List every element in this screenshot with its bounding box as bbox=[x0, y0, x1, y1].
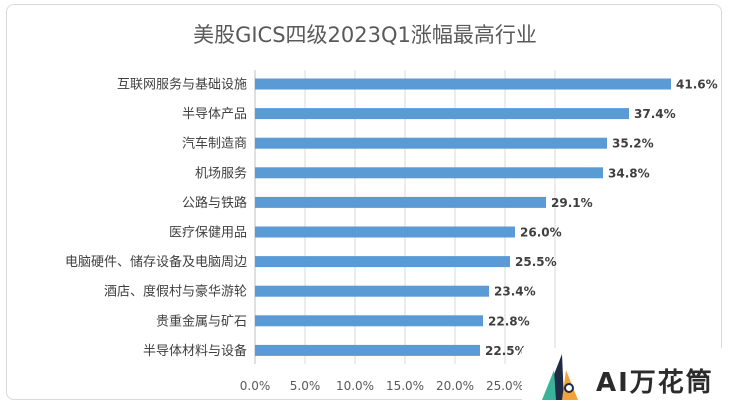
watermark-text: AI万花筒 bbox=[596, 368, 714, 398]
x-tick-label: 20.0% bbox=[436, 379, 474, 393]
category-label: 互联网服务与基础设施 bbox=[117, 77, 247, 93]
bar bbox=[255, 256, 510, 268]
data-label: 22.8% bbox=[488, 314, 530, 328]
bar bbox=[255, 108, 629, 120]
category-label: 酒店、度假村与豪华游轮 bbox=[104, 284, 247, 300]
category-label: 半导体材料与设备 bbox=[143, 343, 247, 359]
chart-title: 美股GICS四级2023Q1涨幅最高行业 bbox=[193, 23, 537, 47]
data-label: 26.0% bbox=[520, 226, 562, 240]
category-label: 机场服务 bbox=[195, 165, 247, 181]
category-label: 汽车制造商 bbox=[182, 136, 247, 152]
category-label: 医疗保健用品 bbox=[169, 226, 247, 241]
data-label: 22.5% bbox=[485, 344, 527, 358]
bar bbox=[255, 226, 515, 238]
bar bbox=[255, 285, 489, 297]
category-label: 公路与铁路 bbox=[182, 195, 247, 211]
bar bbox=[255, 78, 671, 90]
bar bbox=[255, 196, 546, 208]
x-tick-label: 15.0% bbox=[386, 379, 424, 393]
data-label: 23.4% bbox=[494, 285, 536, 299]
x-tick-label: 0.0% bbox=[240, 379, 271, 393]
data-label: 34.8% bbox=[608, 166, 650, 180]
bar bbox=[255, 137, 607, 149]
data-label: 41.6% bbox=[676, 78, 718, 92]
bar bbox=[255, 315, 483, 327]
bar bbox=[255, 167, 603, 179]
data-label: 35.2% bbox=[612, 137, 654, 151]
x-tick-label: 10.0% bbox=[336, 379, 374, 393]
watermark-logo: AI万花筒 bbox=[522, 348, 730, 407]
logo-icon bbox=[542, 354, 578, 400]
data-label: 25.5% bbox=[515, 255, 557, 269]
data-label: 37.4% bbox=[634, 107, 676, 121]
data-label: 29.1% bbox=[551, 196, 593, 210]
category-label: 半导体产品 bbox=[182, 107, 247, 122]
category-label: 电脑硬件、储存设备及电脑周边 bbox=[65, 254, 247, 270]
bar bbox=[255, 344, 480, 356]
x-tick-label: 5.0% bbox=[290, 379, 321, 393]
category-label: 贵重金属与矿石 bbox=[156, 313, 247, 329]
x-tick-label: 25.0% bbox=[486, 379, 524, 393]
